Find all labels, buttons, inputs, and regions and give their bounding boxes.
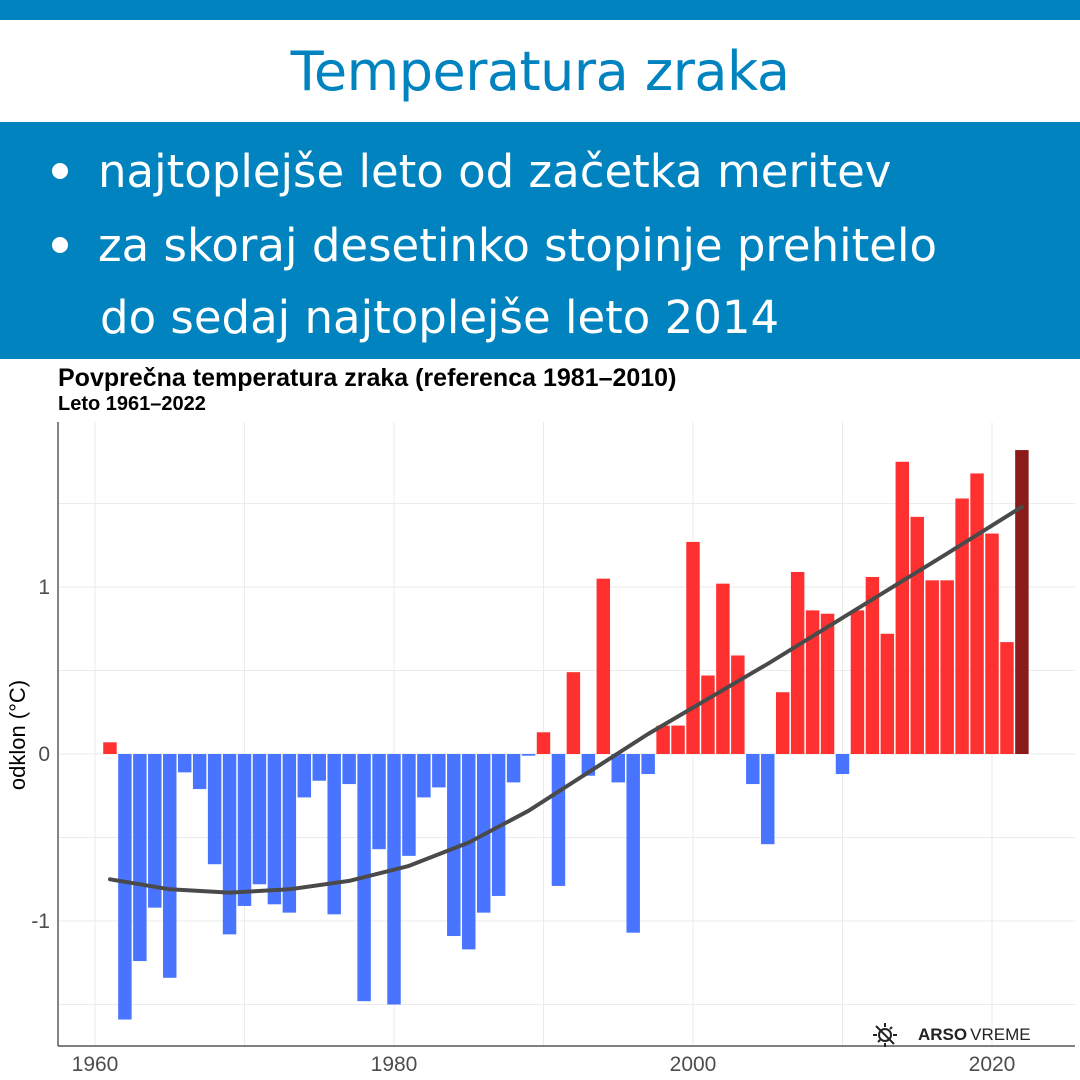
- logo-bold-text: ARSO: [918, 1025, 968, 1044]
- bar-1974: [297, 754, 312, 798]
- bar-1967: [192, 754, 207, 790]
- bar-1992: [566, 672, 581, 754]
- x-tick-label: 2000: [670, 1053, 717, 1076]
- chart-title: Povprečna temperatura zraka (referenca 1…: [58, 364, 677, 392]
- bar-1989: [521, 754, 536, 756]
- tick-labels: 1960 1980 2000 2020 -1 0 1: [31, 576, 1015, 1076]
- bar-1981: [402, 754, 416, 856]
- y-tick-label: -1: [31, 910, 50, 933]
- bar-1976: [327, 754, 341, 915]
- summary-box: najtoplejše leto od začetka meritev za s…: [0, 122, 1080, 359]
- bar-2013: [880, 633, 895, 754]
- top-accent-bar: [0, 0, 1080, 20]
- y-tick-label: 0: [38, 743, 50, 766]
- bar-2011: [850, 610, 865, 754]
- x-tick-label: 1960: [72, 1053, 119, 1076]
- x-tick-label: 2020: [969, 1053, 1016, 1076]
- bar-1975: [312, 754, 326, 781]
- bar-1977: [342, 754, 356, 785]
- bar-1998: [656, 725, 670, 754]
- bar-1971: [252, 754, 267, 885]
- bar-1963: [133, 754, 147, 962]
- bar-2004: [746, 754, 760, 785]
- bar-2008: [805, 610, 820, 754]
- bar-2009: [820, 613, 835, 754]
- bar-1991: [551, 754, 566, 886]
- x-tick-label: 1980: [371, 1053, 418, 1076]
- chart-subtitle: Leto 1961–2022: [58, 393, 206, 415]
- bar-1997: [641, 754, 655, 775]
- y-tick-label: 1: [38, 576, 50, 599]
- bar-1966: [177, 754, 192, 773]
- bar-2012: [865, 576, 880, 754]
- bar-2020: [985, 533, 999, 754]
- bar-2016: [925, 580, 939, 754]
- bullet-icon: [52, 237, 68, 253]
- bar-2002: [716, 583, 730, 754]
- bar-1995: [611, 754, 625, 783]
- bar-2018: [955, 498, 969, 754]
- bar-2015: [910, 516, 924, 754]
- bar-2019: [970, 473, 984, 754]
- bar-2006: [775, 692, 790, 754]
- bar-2021: [1000, 642, 1014, 754]
- bar-2000: [686, 541, 700, 754]
- sun-icon: [873, 1023, 897, 1047]
- trend-line: [108, 504, 1024, 895]
- logo-regular-text: VREME: [970, 1025, 1031, 1044]
- bar-1962: [118, 754, 132, 1020]
- bar-1979: [372, 754, 386, 850]
- y-axis-label: odklon (°C): [5, 680, 30, 790]
- bullet-item: najtoplejše leto od začetka meritev: [52, 130, 891, 214]
- bullet-continuation: do sedaj najtoplejše leto 2014: [100, 291, 780, 344]
- bar-1994: [596, 578, 611, 754]
- bar-2001: [701, 675, 715, 754]
- bar-1964: [148, 754, 162, 908]
- bar-2005: [761, 754, 775, 845]
- bar-1990: [536, 732, 551, 754]
- bar-2022: [1015, 450, 1029, 754]
- bar-1965: [163, 754, 177, 978]
- bar-1983: [432, 754, 446, 788]
- bars: [103, 450, 1029, 1020]
- bar-1982: [417, 754, 431, 798]
- page-title: Temperatura zraka: [290, 39, 790, 103]
- bar-2014: [895, 461, 910, 754]
- bullet-item: za skoraj desetinko stopinje prehitelo: [52, 204, 937, 288]
- bar-1980: [387, 754, 401, 1005]
- bar-1996: [626, 754, 640, 933]
- bar-2017: [940, 580, 954, 754]
- bar-1972: [267, 754, 282, 905]
- bar-2007: [790, 571, 805, 754]
- bar-1985: [462, 754, 476, 950]
- bar-1970: [237, 754, 252, 906]
- bar-1988: [506, 754, 521, 783]
- bar-1973: [282, 754, 297, 913]
- bar-2003: [731, 655, 745, 754]
- bar-2010: [835, 754, 850, 775]
- bar-1999: [671, 725, 685, 754]
- arso-logo: ARSO VREME: [872, 1022, 1031, 1048]
- bar-1968: [207, 754, 222, 865]
- bullet-text: za skoraj desetinko stopinje prehitelo: [98, 219, 938, 272]
- bullet-text: najtoplejše leto od začetka meritev: [98, 145, 892, 198]
- bar-1969: [222, 754, 237, 935]
- bar-1984: [447, 754, 461, 937]
- bar-1961: [103, 742, 117, 754]
- bullet-icon: [52, 163, 68, 179]
